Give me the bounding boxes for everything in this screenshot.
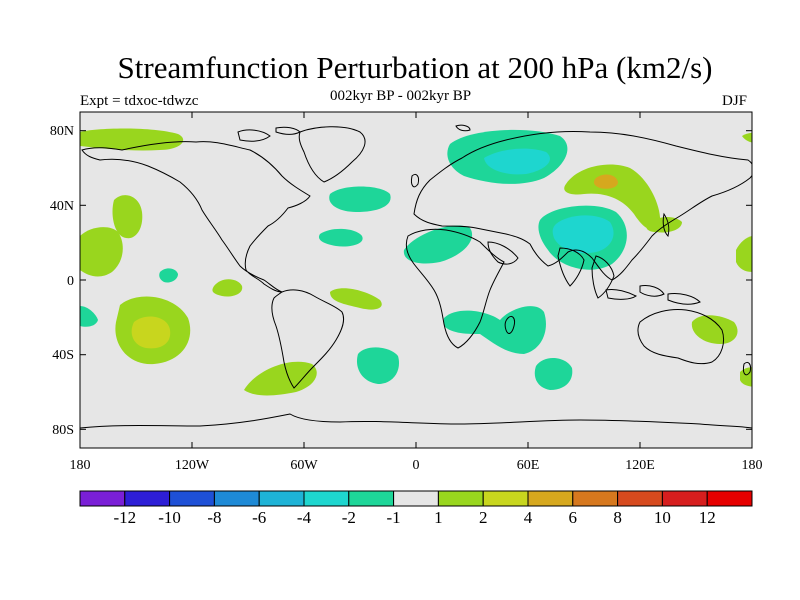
colorbar-swatch — [213, 490, 260, 507]
negative-anomaly-tibet-core — [552, 215, 614, 254]
season-label: DJF — [722, 93, 748, 109]
plot-title: Streamfunction Perturbation at 200 hPa (… — [117, 50, 713, 85]
lat-label: 0 — [67, 274, 74, 289]
colorbar-label: 4 — [524, 508, 533, 527]
coastline-greenland — [298, 126, 366, 183]
colorbar-swatch — [706, 490, 753, 507]
negative-anomaly-south-atlantic — [356, 347, 400, 384]
positive-anomaly-south-pacific-core — [131, 316, 171, 349]
colorbar-swatch — [617, 490, 663, 507]
negative-anomaly-sahara — [403, 225, 473, 264]
coastline-new-zealand — [743, 361, 751, 376]
coastline-arabia — [487, 241, 519, 265]
positive-anomaly-south-atlantic — [330, 288, 382, 310]
negative-anomaly-barents-core — [484, 148, 550, 175]
negative-anomaly-central-pacific — [159, 268, 178, 283]
positive-anomaly-siberia-core — [593, 174, 618, 189]
positive-anomaly-northeast-corner — [742, 132, 752, 143]
colorbar-swatch — [527, 490, 574, 507]
contour-fields — [80, 128, 752, 396]
coastline-eurasia — [413, 130, 752, 281]
colorbar-label: 2 — [479, 508, 488, 527]
colorbar-swatch — [79, 490, 126, 507]
negative-anomaly-north-atlantic — [329, 186, 391, 212]
colorbar-swatch — [169, 490, 215, 507]
colorbar-label: 8 — [613, 508, 622, 527]
colorbar-label: 10 — [654, 508, 671, 527]
negative-anomaly-south-indian — [534, 357, 573, 390]
lat-label: 80N — [50, 124, 74, 139]
colorbar-swatch — [348, 490, 395, 507]
colorbar-swatch — [437, 490, 484, 507]
coastline-india — [557, 247, 585, 287]
coastline-british-isles — [411, 173, 419, 188]
lon-tick-marks — [191, 112, 641, 448]
lon-label: 180 — [742, 458, 763, 473]
coastline-svalbard — [455, 124, 471, 132]
lat-label: 40N — [50, 199, 74, 214]
lon-label: 0 — [413, 458, 420, 473]
colorbar-swatch — [572, 490, 619, 507]
colorbar-label: -8 — [207, 508, 221, 527]
lat-label: 40S — [52, 348, 74, 363]
colorbar-swatch — [258, 490, 305, 507]
positive-anomaly-mexico — [212, 279, 243, 297]
colorbar-label: -1 — [387, 508, 401, 527]
positive-anomaly-arctic-pacific — [80, 128, 184, 151]
colorbar — [79, 490, 753, 507]
colorbar-label: -12 — [113, 508, 136, 527]
lon-axis-labels: 180 120W 60W 0 60E 120E 180 — [70, 458, 763, 473]
coastline-australia — [637, 309, 725, 365]
positive-anomaly-tasman — [740, 367, 752, 387]
coastlines — [80, 124, 752, 429]
positive-anomaly-australia — [691, 315, 738, 344]
positive-anomaly-south-america — [244, 361, 317, 396]
positive-anomaly-japan — [646, 217, 682, 233]
colorbar-label: -10 — [158, 508, 181, 527]
negative-anomaly-central-atlantic — [318, 228, 363, 247]
lat-tick-marks — [80, 130, 752, 430]
coastline-indonesia-1 — [605, 289, 637, 300]
coastline-japan — [662, 212, 670, 237]
positive-anomaly-west-pacific — [736, 236, 752, 272]
plot-subtitle: 002kyr BP - 002kyr BP — [330, 88, 472, 104]
coastline-antarctica — [80, 413, 752, 429]
lat-label: 80S — [52, 423, 74, 438]
lon-label: 60W — [290, 458, 318, 473]
coastline-madagascar — [504, 315, 515, 334]
experiment-label: Expt = tdxoc-tdwzc — [80, 93, 199, 109]
positive-anomaly-east-pacific — [80, 227, 123, 277]
coastline-south-america — [271, 289, 345, 389]
coastline-arctic-archipelago-2 — [275, 126, 301, 135]
map-background — [80, 112, 752, 448]
colorbar-label: 12 — [699, 508, 716, 527]
coastline-africa — [405, 228, 505, 349]
lon-label: 120W — [175, 458, 210, 473]
colorbar-label: -2 — [342, 508, 356, 527]
negative-anomaly-southern-africa — [444, 306, 546, 354]
coastline-arctic-archipelago — [237, 129, 271, 142]
colorbar-swatch — [303, 490, 350, 507]
colorbar-label: 1 — [434, 508, 443, 527]
colorbar-swatch — [393, 490, 439, 507]
lon-label: 60E — [517, 458, 540, 473]
lon-label: 120E — [625, 458, 655, 473]
colorbar-label: -6 — [252, 508, 266, 527]
lon-label: 180 — [70, 458, 91, 473]
lat-axis-labels: 80N 40N 0 40S 80S — [50, 124, 74, 438]
coastline-indonesia-2 — [639, 285, 665, 297]
colorbar-label: 6 — [569, 508, 578, 527]
colorbar-swatch — [482, 490, 529, 507]
coastline-north-america — [81, 141, 311, 293]
positive-anomaly-siberia — [564, 164, 661, 231]
colorbar-swatch — [124, 490, 171, 507]
coastline-new-guinea — [667, 293, 701, 305]
colorbar-labels: -12 -10 -8 -6 -4 -2 -1 1 2 4 6 8 10 12 — [113, 508, 715, 527]
colorbar-label: -4 — [297, 508, 312, 527]
negative-anomaly-southwest-edge — [80, 306, 98, 327]
colorbar-swatch — [661, 490, 708, 507]
positive-anomaly-east-pacific-2 — [112, 195, 143, 239]
